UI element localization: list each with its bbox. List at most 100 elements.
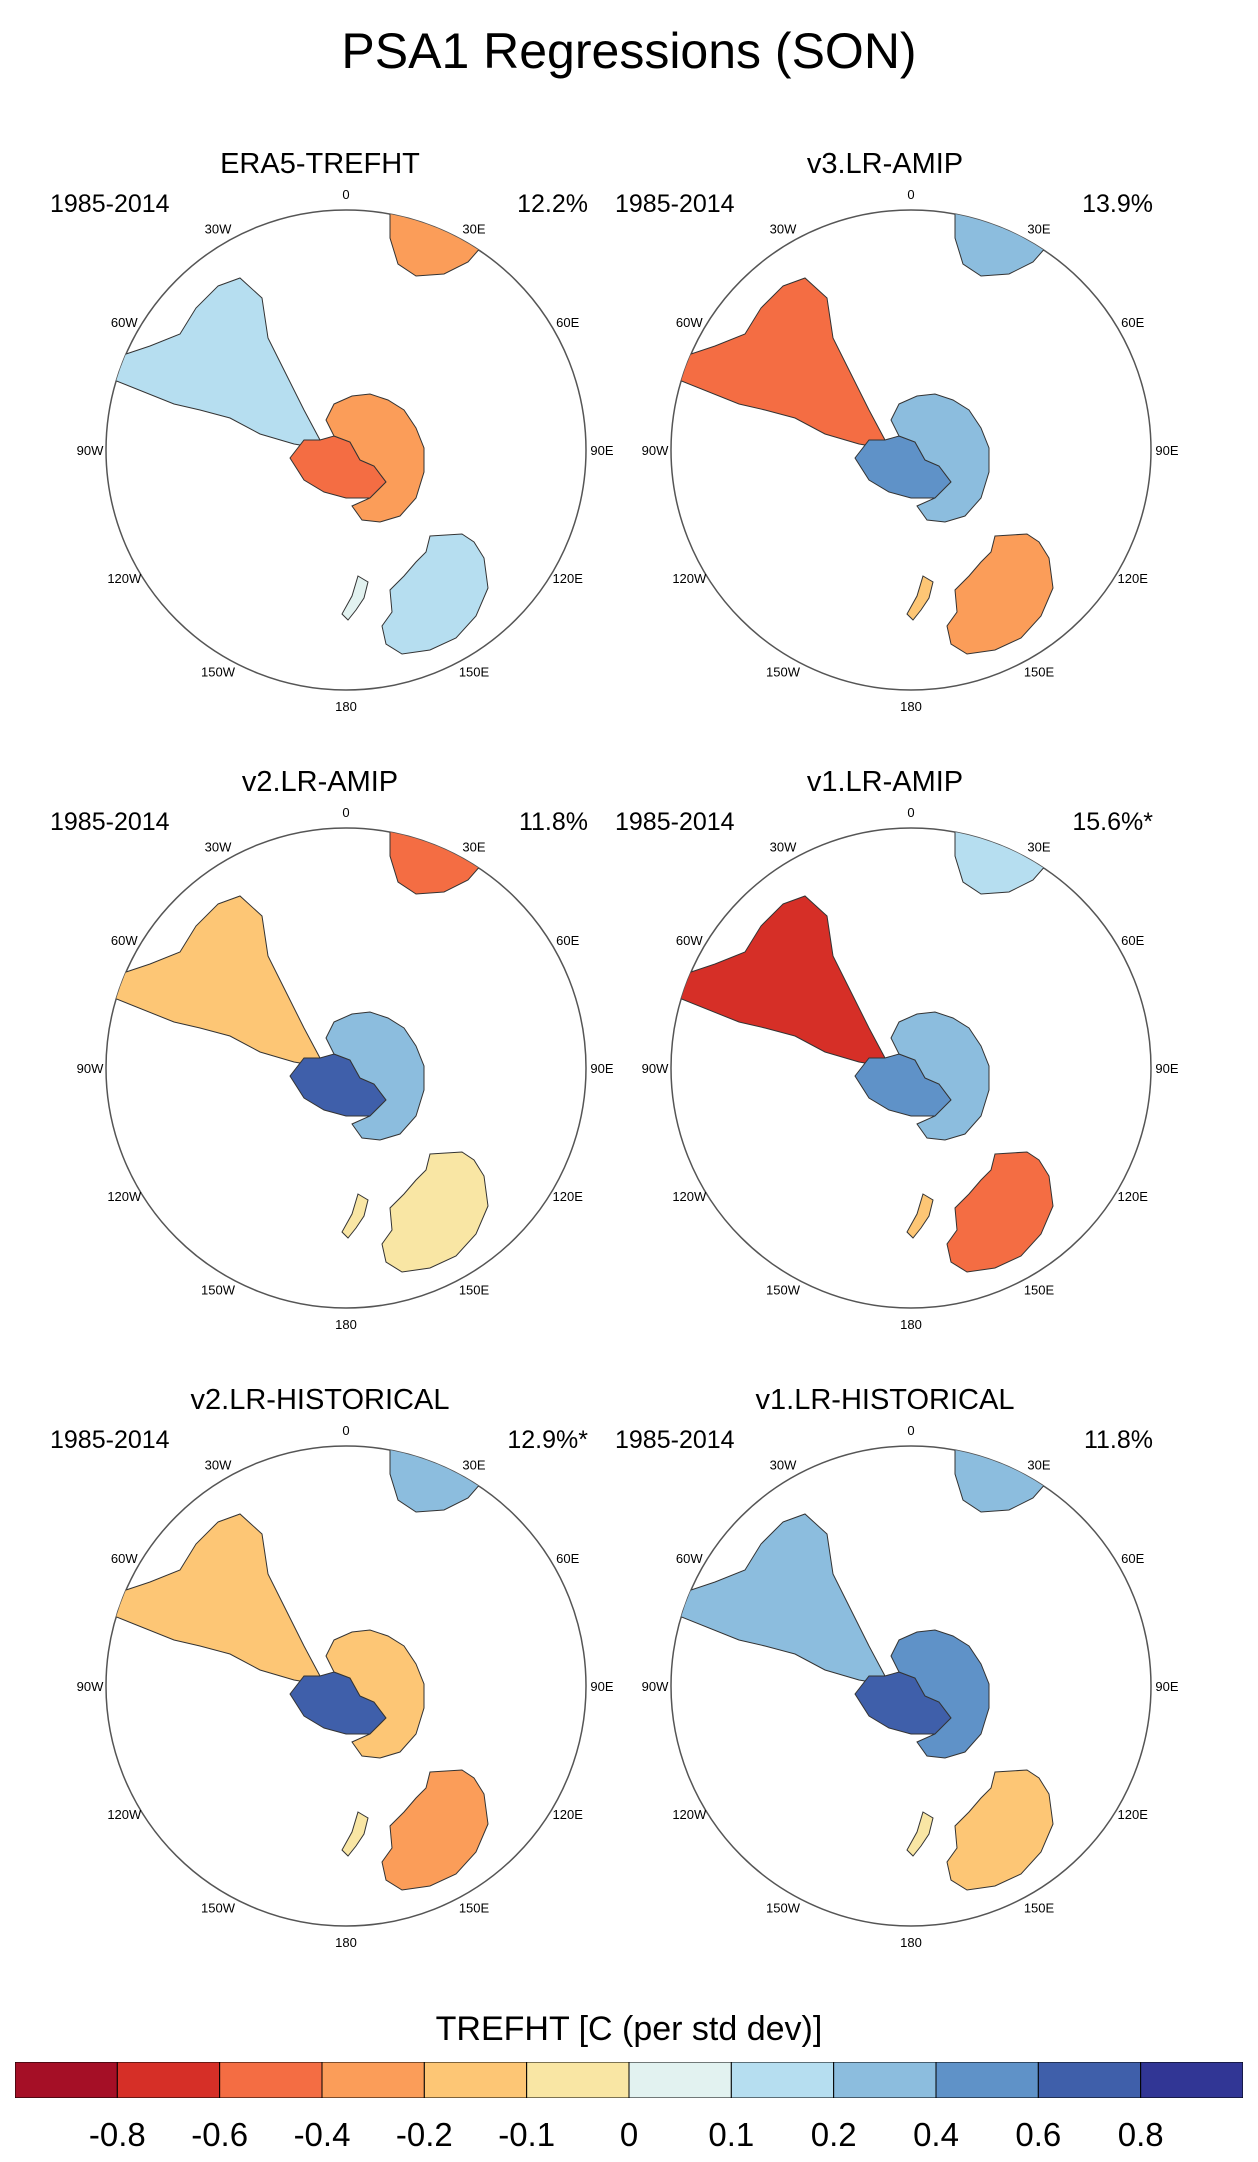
panel-period: 1985-2014 xyxy=(50,190,170,218)
colorbar-tick-label: -0.6 xyxy=(191,2116,249,2153)
colorbar-segment xyxy=(423,2062,528,2098)
map-panel: v2.LR-AMIP 0 30E 60E 90E 120E 150E 180 150W 120W 9… xyxy=(20,766,620,1386)
land-regions xyxy=(113,1446,489,1891)
colorbar-tick-label: 0.4 xyxy=(913,2116,959,2153)
longitude-label: 30E xyxy=(1027,221,1050,236)
longitude-label: 90E xyxy=(1155,1679,1178,1694)
longitude-label: 150E xyxy=(459,1901,490,1916)
longitude-label: 60E xyxy=(1121,1551,1144,1566)
longitude-label: 150E xyxy=(459,665,490,680)
colorbar-segment xyxy=(321,2062,425,2098)
south-america-region xyxy=(113,895,321,1067)
new-zealand-region xyxy=(906,1193,934,1239)
longitude-label: 150W xyxy=(766,1283,801,1298)
longitude-label: 120E xyxy=(553,571,584,586)
longitude-label: 150W xyxy=(201,665,236,680)
colorbar-segment xyxy=(1037,2062,1142,2098)
longitude-label: 30W xyxy=(205,1457,232,1472)
longitude-label: 90W xyxy=(642,1061,669,1076)
australia-region xyxy=(946,1151,1054,1273)
longitude-label: 90E xyxy=(1155,443,1178,458)
panel-title: v2.LR-HISTORICAL xyxy=(190,1384,450,1416)
australia-region xyxy=(381,1151,489,1273)
longitude-label: 90W xyxy=(642,443,669,458)
longitude-label: 120W xyxy=(672,1189,707,1204)
longitude-label: 30E xyxy=(462,839,485,854)
panel-variance-explained: 12.9%* xyxy=(507,1426,588,1454)
polar-map: 0 30E 60E 90E 120E 150E 180 150W 120W 90W 60W 30W xyxy=(642,805,1179,1332)
longitude-label: 120W xyxy=(107,1189,142,1204)
longitude-label: 120E xyxy=(553,1807,584,1822)
colorbar-tick-label: 0.8 xyxy=(1117,2116,1164,2153)
longitude-label: 180 xyxy=(335,699,357,714)
east-antarctica-region xyxy=(325,393,425,523)
new-zealand-region xyxy=(341,1193,369,1239)
longitude-label: 90E xyxy=(1155,1061,1178,1076)
longitude-label: 120E xyxy=(553,1189,584,1204)
new-zealand-region xyxy=(906,1811,934,1857)
colorbar-title: TREFHT [C (per std dev)] xyxy=(435,2010,823,2048)
new-zealand-region xyxy=(341,575,369,621)
longitude-label: 0 xyxy=(907,1423,914,1438)
panel-variance-explained: 11.8% xyxy=(518,808,588,836)
longitude-label: 30E xyxy=(1027,839,1050,854)
longitude-label: 150E xyxy=(459,1283,490,1298)
polar-map: 0 30E 60E 90E 120E 150E 180 150W 120W 90W 60W 30W xyxy=(77,1423,614,1950)
panel-variance-explained: 12.2% xyxy=(517,190,588,218)
longitude-label: 120E xyxy=(1118,571,1149,586)
panel-title: v1.LR-HISTORICAL xyxy=(755,1384,1015,1416)
colorbar-tick-label: -0.4 xyxy=(293,2116,351,2153)
australia-region xyxy=(381,533,489,655)
australia-region xyxy=(946,533,1054,655)
longitude-label: 60W xyxy=(111,315,138,330)
longitude-label: 180 xyxy=(335,1317,357,1332)
longitude-label: 150E xyxy=(1024,1283,1055,1298)
longitude-label: 0 xyxy=(342,1423,349,1438)
longitude-label: 60W xyxy=(111,933,138,948)
polar-map: 0 30E 60E 90E 120E 150E 180 150W 120W 90W 60W 30W xyxy=(642,1423,1179,1950)
panel-variance-explained: 13.9% xyxy=(1082,190,1153,218)
colorbar-segment xyxy=(219,2062,323,2098)
longitude-label: 150E xyxy=(1024,665,1055,680)
colorbar-tick-label: -0.8 xyxy=(88,2116,146,2153)
land-regions xyxy=(113,828,489,1273)
longitude-label: 90E xyxy=(590,1679,613,1694)
polar-map: 0 30E 60E 90E 120E 150E 180 150W 120W 90W 60W 30W xyxy=(642,187,1179,714)
longitude-label: 180 xyxy=(900,1317,922,1332)
longitude-label: 30W xyxy=(205,221,232,236)
colorbar-tick-label: -0.1 xyxy=(498,2116,556,2153)
longitude-label: 90W xyxy=(77,443,104,458)
colorbar-segment xyxy=(730,2062,835,2098)
panel-period: 1985-2014 xyxy=(50,808,170,836)
longitude-label: 60E xyxy=(1121,933,1144,948)
longitude-label: 30E xyxy=(462,221,485,236)
longitude-label: 120W xyxy=(107,1807,142,1822)
longitude-label: 30W xyxy=(205,839,232,854)
longitude-label: 0 xyxy=(907,805,914,820)
colorbar-segment xyxy=(628,2062,732,2098)
land-regions xyxy=(113,210,489,655)
longitude-label: 60W xyxy=(676,933,703,948)
south-america-region xyxy=(113,277,321,449)
colorbar-tick-label: 0.6 xyxy=(1015,2116,1062,2153)
south-america-region xyxy=(678,895,886,1067)
east-antarctica-region xyxy=(325,1629,425,1759)
map-panel: v1.LR-AMIP 0 30E 60E 90E 120E 150E 180 150W 120W 9… xyxy=(585,766,1185,1386)
longitude-label: 30W xyxy=(770,1457,797,1472)
longitude-label: 120E xyxy=(1118,1189,1149,1204)
panel-variance-explained: 11.8% xyxy=(1083,1426,1153,1454)
longitude-label: 90W xyxy=(77,1061,104,1076)
map-panel: v2.LR-HISTORICAL 0 30E 60E 90E 120E 150E 180 150… xyxy=(20,1384,620,2004)
colorbar-segment xyxy=(833,2062,937,2098)
map-panel: ERA5-TREFHT 0 30E 60E 90E 120E 150E 180 150W 120W… xyxy=(20,148,620,768)
longitude-label: 60W xyxy=(111,1551,138,1566)
longitude-label: 60W xyxy=(676,315,703,330)
colorbar-segment xyxy=(526,2062,630,2098)
panel-title: v1.LR-AMIP xyxy=(806,766,964,798)
colorbar-tick-label: 0 xyxy=(619,2116,639,2153)
longitude-label: 150W xyxy=(201,1283,236,1298)
longitude-label: 150E xyxy=(1024,1901,1055,1916)
east-antarctica-region xyxy=(325,1011,425,1141)
colorbar-tick-label: 0.1 xyxy=(708,2116,755,2153)
